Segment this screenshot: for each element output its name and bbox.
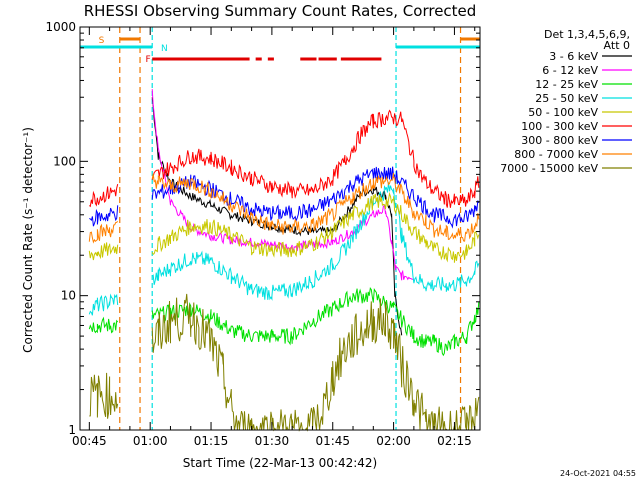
- legend-entry-label: 800 - 7000 keV: [514, 148, 598, 161]
- series-line: [89, 166, 480, 229]
- y-axis-label: Corrected Count Rate (s⁻¹ detector⁻¹): [21, 127, 35, 353]
- saa-flag-label: S: [99, 36, 105, 46]
- y-tick-label: 1: [68, 423, 76, 437]
- flare-flag-label: F: [146, 55, 151, 65]
- x-tick-label: 01:45: [315, 434, 350, 448]
- x-axis-label: Start Time (22-Mar-13 00:42:42): [183, 456, 377, 470]
- legend-entry-label: 12 - 25 keV: [535, 78, 598, 91]
- series-line: [88, 182, 480, 316]
- legend-entry-label: 7000 - 15000 keV: [500, 162, 598, 175]
- x-tick-label: 01:00: [133, 434, 168, 448]
- legend-entry-label: 6 - 12 keV: [542, 64, 598, 77]
- series-line: [88, 191, 480, 263]
- x-tick-label: 02:00: [376, 434, 411, 448]
- plot-frame: [79, 26, 481, 431]
- legend-entry-label: 3 - 6 keV: [549, 50, 598, 63]
- legend-header: Det 1,3,4,5,6,9,: [544, 28, 630, 41]
- y-tick-label: 100: [53, 154, 76, 168]
- data-series: [88, 89, 480, 432]
- y-tick-label: 1000: [45, 20, 76, 34]
- chart-title: RHESSI Observing Summary Count Rates, Co…: [84, 2, 477, 20]
- footer-date: 24-Oct-2021 04:55: [560, 469, 636, 478]
- legend-entry-label: 300 - 800 keV: [521, 134, 598, 147]
- legend-entry-label: 25 - 50 keV: [535, 92, 598, 105]
- axis-ticks: 00:45 01:00 01:15 01:30 01:45 02:00 02:15 1 10 10…: [45, 20, 480, 448]
- flag-bars: S FN: [80, 36, 480, 65]
- series-line: [88, 109, 480, 208]
- y-axis-label-group: Corrected Count Rate (s⁻¹ detector⁻¹): [21, 127, 35, 353]
- x-tick-label: 00:45: [72, 434, 107, 448]
- legend-entry-label: 100 - 300 keV: [521, 120, 598, 133]
- x-tick-label: 01:15: [194, 434, 229, 448]
- x-tick-label: 02:15: [437, 434, 472, 448]
- legend-header: Att 0: [604, 39, 630, 52]
- x-tick-label: 01:30: [255, 434, 290, 448]
- y-tick-label: 10: [61, 289, 76, 303]
- series-line: [89, 293, 480, 432]
- legend-entry-label: 50 - 100 keV: [528, 106, 598, 119]
- series-line: [88, 287, 480, 357]
- series-line: [88, 172, 480, 244]
- night-flag-label: N: [161, 44, 168, 54]
